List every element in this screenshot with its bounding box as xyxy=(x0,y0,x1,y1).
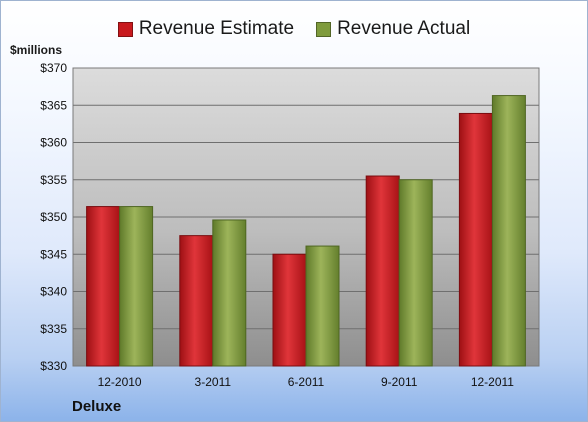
y-tick-label: $335 xyxy=(40,322,67,336)
bar-estimate xyxy=(272,253,307,367)
y-tick-label: $330 xyxy=(40,359,67,373)
y-tick-label: $360 xyxy=(40,136,67,150)
legend-label-actual: Revenue Actual xyxy=(337,18,471,39)
x-axis-ticks: 12-2010 3-2011 6-2011 9-2011 12-2011 xyxy=(98,375,515,389)
x-tick-label: 12-2010 xyxy=(98,375,142,389)
x-tick-label: 3-2011 xyxy=(195,375,232,389)
company-label: Deluxe xyxy=(72,398,122,415)
bar-estimate xyxy=(458,112,493,367)
x-tick-label: 9-2011 xyxy=(381,375,418,389)
y-axis-units-label: $millions xyxy=(10,43,63,57)
legend-swatch-actual xyxy=(316,21,332,37)
bars xyxy=(86,95,526,367)
y-tick-label: $350 xyxy=(40,210,67,224)
y-tick-label: $365 xyxy=(40,98,67,112)
y-axis-ticks: $330 $335 $340 $345 $350 $355 $360 $365 $370 xyxy=(40,61,67,373)
legend-swatch-estimate xyxy=(117,21,133,37)
x-tick-label: 12-2011 xyxy=(471,375,514,389)
bar-actual xyxy=(305,245,340,367)
x-tick-label: 6-2011 xyxy=(288,375,325,389)
bar-actual xyxy=(398,179,433,367)
bar-estimate xyxy=(179,235,214,367)
y-tick-label: $345 xyxy=(40,247,67,261)
bar-estimate xyxy=(365,175,400,367)
y-tick-label: $355 xyxy=(40,173,67,187)
bar-actual xyxy=(212,219,247,367)
legend: Revenue Estimate Revenue Actual xyxy=(0,16,588,42)
y-tick-label: $370 xyxy=(40,61,67,75)
legend-item-estimate: Revenue Estimate xyxy=(117,18,295,40)
bar-actual xyxy=(491,95,526,367)
legend-label-estimate: Revenue Estimate xyxy=(138,18,295,39)
y-tick-label: $340 xyxy=(40,285,67,299)
legend-item-actual: Revenue Actual xyxy=(316,18,470,40)
bar-actual xyxy=(119,206,154,367)
bar-estimate xyxy=(86,206,121,367)
